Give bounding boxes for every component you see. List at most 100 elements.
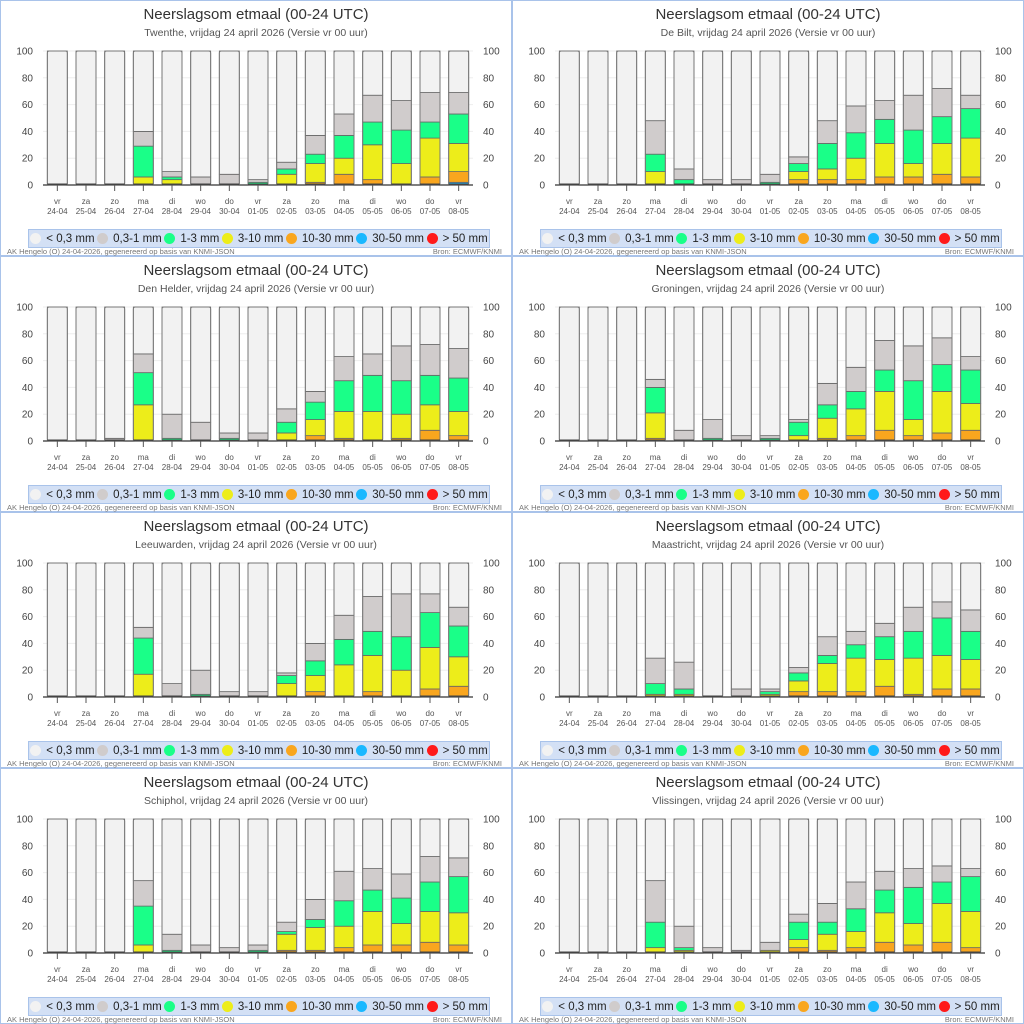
bar-segment-1-3[interactable] [644, 386, 666, 414]
legend-item[interactable]: > 50 mm [938, 745, 1000, 757]
bar-segment-lt-0.3[interactable] [644, 50, 666, 122]
bar-segment-1-3[interactable] [448, 377, 470, 412]
legend-item[interactable]: 10-30 mm [285, 1001, 354, 1013]
bar-segment-3-10[interactable] [902, 657, 924, 695]
bar-segment-1-3[interactable] [644, 153, 666, 172]
bar-segment-1-3[interactable] [874, 636, 896, 660]
bar-segment-3-10[interactable] [845, 157, 867, 181]
bar-segment-lt-0.3[interactable] [845, 562, 867, 632]
bar-segment-lt-0.3[interactable] [218, 562, 240, 693]
legend-item[interactable]: 30-50 mm [356, 745, 424, 757]
bar-segment-lt-0.3[interactable] [702, 50, 724, 181]
bar-segment-0.3-1[interactable] [362, 596, 384, 632]
bar-segment-lt-0.3[interactable] [730, 50, 752, 181]
bar-segment-lt-0.3[interactable] [333, 562, 355, 616]
bar-segment-0.3-1[interactable] [333, 113, 355, 136]
bar-segment-lt-0.3[interactable] [333, 306, 355, 357]
bar-segment-0.3-1[interactable] [902, 94, 924, 131]
bar-segment-lt-0.3[interactable] [247, 818, 269, 946]
bar-segment-lt-0.3[interactable] [816, 306, 838, 384]
bar-segment-0.3-1[interactable] [673, 925, 695, 949]
bar-segment-0.3-1[interactable] [419, 856, 441, 883]
bar-segment-0.3-1[interactable] [247, 179, 269, 183]
legend-item[interactable]: 30-50 mm [356, 489, 424, 501]
legend-item[interactable]: 3-10 mm [733, 489, 795, 501]
bar-segment-0.3-1[interactable] [874, 100, 896, 120]
bar-segment-lt-0.3[interactable] [132, 306, 154, 355]
bar-segment-lt-0.3[interactable] [190, 818, 212, 946]
legend-item[interactable]: 0,3-1 mm [609, 1001, 674, 1013]
bar-segment-10-30[interactable] [960, 429, 982, 442]
bar-segment-1-3[interactable] [902, 886, 924, 924]
bar-segment-0.3-1[interactable] [788, 913, 810, 923]
bar-segment-lt-0.3[interactable] [218, 50, 240, 175]
bar-segment-1-3[interactable] [816, 655, 838, 664]
bar-segment-1-3[interactable] [304, 153, 326, 164]
bar-segment-0.3-1[interactable] [874, 340, 896, 371]
bar-segment-lt-0.3[interactable] [390, 818, 412, 875]
bar-segment-lt-0.3[interactable] [816, 818, 838, 904]
legend-item[interactable]: 1-3 mm [164, 1001, 219, 1013]
bar-segment-lt-0.3[interactable] [362, 818, 384, 869]
legend-item[interactable]: 0,3-1 mm [97, 489, 162, 501]
bar-segment-0.3-1[interactable] [644, 880, 666, 923]
bar-segment-3-10[interactable] [333, 925, 355, 949]
bar-segment-lt-0.3[interactable] [759, 50, 781, 175]
bar-segment-0.3-1[interactable] [333, 356, 355, 382]
bar-segment-lt-0.3[interactable] [161, 562, 183, 684]
bar-segment-lt-0.3[interactable] [874, 306, 896, 341]
bar-segment-0.3-1[interactable] [816, 120, 838, 144]
bar-segment-0.3-1[interactable] [759, 941, 781, 951]
legend-item[interactable]: 30-50 mm [868, 1001, 936, 1013]
bar-segment-0.3-1[interactable] [845, 881, 867, 910]
bar-segment-lt-0.3[interactable] [276, 562, 298, 674]
bar-segment-lt-0.3[interactable] [902, 562, 924, 608]
bar-segment-3-10[interactable] [874, 143, 896, 178]
bar-segment-3-10[interactable] [816, 417, 838, 439]
legend-item[interactable]: 10-30 mm [797, 489, 866, 501]
bar-segment-lt-0.3[interactable] [816, 562, 838, 638]
bar-segment-1-3[interactable] [931, 881, 953, 904]
legend-item[interactable]: 3-10 mm [733, 745, 795, 757]
bar-segment-0.3-1[interactable] [161, 683, 183, 698]
bar-segment-1-3[interactable] [960, 108, 982, 139]
bar-segment-0.3-1[interactable] [390, 100, 412, 131]
bar-segment-3-10[interactable] [304, 927, 326, 951]
bar-segment-10-30[interactable] [931, 173, 953, 186]
bar-segment-0.3-1[interactable] [390, 593, 412, 638]
bar-segment-3-10[interactable] [362, 655, 384, 693]
bar-segment-0.3-1[interactable] [276, 161, 298, 170]
bar-segment-lt-0.3[interactable] [304, 818, 326, 900]
bar-segment-lt-0.3[interactable] [75, 562, 97, 698]
legend-item[interactable]: 10-30 mm [797, 1001, 866, 1013]
legend-item[interactable]: < 0,3 mm [542, 233, 607, 245]
bar-segment-10-30[interactable] [419, 429, 441, 442]
bar-segment-1-3[interactable] [931, 364, 953, 392]
legend-item[interactable]: 10-30 mm [285, 489, 354, 501]
bar-segment-3-10[interactable] [960, 137, 982, 178]
bar-segment-lt-0.3[interactable] [759, 306, 781, 437]
bar-segment-0.3-1[interactable] [816, 382, 838, 406]
bar-segment-0.3-1[interactable] [788, 419, 810, 423]
bar-segment-lt-0.3[interactable] [276, 818, 298, 923]
bar-segment-0.3-1[interactable] [132, 130, 154, 147]
legend-item[interactable]: 3-10 mm [221, 233, 283, 245]
bar-segment-3-10[interactable] [960, 659, 982, 690]
bar-segment-1-3[interactable] [816, 921, 838, 935]
bar-segment-0.3-1[interactable] [931, 601, 953, 619]
bar-segment-lt-0.3[interactable] [161, 306, 183, 415]
bar-segment-lt-0.3[interactable] [874, 50, 896, 101]
bar-segment-1-3[interactable] [816, 143, 838, 170]
bar-segment-10-30[interactable] [419, 941, 441, 954]
bar-segment-3-10[interactable] [419, 404, 441, 431]
bar-segment-0.3-1[interactable] [419, 593, 441, 613]
bar-segment-1-3[interactable] [448, 625, 470, 658]
bar-segment-1-3[interactable] [845, 908, 867, 932]
bar-segment-0.3-1[interactable] [759, 173, 781, 183]
bar-segment-0.3-1[interactable] [161, 413, 183, 439]
bar-segment-10-30[interactable] [448, 171, 470, 183]
bar-segment-3-10[interactable] [788, 939, 810, 949]
bar-segment-lt-0.3[interactable] [390, 50, 412, 101]
bar-segment-0.3-1[interactable] [759, 435, 781, 439]
bar-segment-1-3[interactable] [419, 121, 441, 139]
